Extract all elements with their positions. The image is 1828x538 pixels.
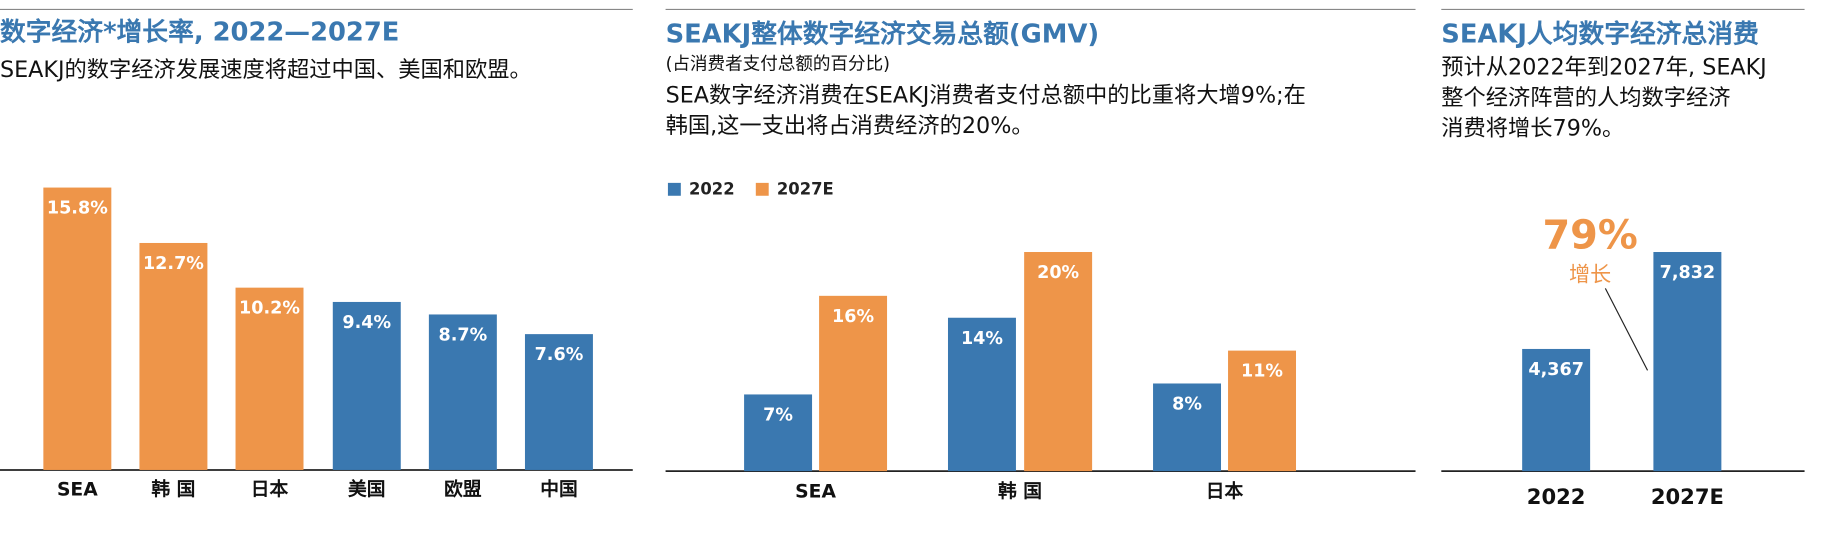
value-label: 7.6% xyxy=(535,345,584,365)
annotation-value: 79% xyxy=(1542,212,1637,258)
bar xyxy=(819,295,888,472)
value-label: 8.7% xyxy=(438,326,487,346)
legend-swatch xyxy=(755,182,769,196)
x-tick-label: SEA xyxy=(795,482,836,503)
bar xyxy=(332,301,401,470)
bar xyxy=(235,287,304,470)
value-label: 8% xyxy=(1172,395,1202,415)
value-label: 10.2% xyxy=(239,299,300,319)
value-label: 20% xyxy=(1037,263,1079,283)
bar xyxy=(1228,350,1297,472)
description: 韩国,这一支出将占消费经济的20%。 xyxy=(666,113,1034,139)
value-label: 16% xyxy=(832,307,874,327)
legend-label: 2027E xyxy=(777,179,834,198)
bar xyxy=(524,334,593,470)
x-tick-label: 欧盟 xyxy=(444,478,482,500)
x-tick-label: 日本 xyxy=(251,478,289,500)
x-tick-label: 韩 国 xyxy=(151,478,195,500)
value-label: 12.7% xyxy=(143,254,204,274)
bar xyxy=(1522,348,1591,472)
bar xyxy=(43,187,112,470)
description: 预计从2022年到2027年, SEAKJ xyxy=(1441,55,1766,81)
description: SEA数字经济消费在SEAKJ消费者支付总额中的比重将大增9%;在 xyxy=(666,83,1306,109)
annotation-text: 增长 xyxy=(1569,261,1611,286)
value-label: 14% xyxy=(961,329,1003,349)
x-tick-label: 美国 xyxy=(348,478,385,500)
chart-title: SEAKJ整体数字经济交易总额(GMV) xyxy=(666,19,1100,50)
x-tick-label: 中国 xyxy=(540,478,577,500)
bar xyxy=(744,394,813,472)
bar xyxy=(139,242,208,470)
legend-swatch xyxy=(667,182,681,196)
value-label: 7% xyxy=(763,406,793,426)
description: 整个经济阵营的人均数字经济 xyxy=(1441,85,1730,111)
bar xyxy=(1653,252,1722,472)
x-tick-label: 韩 国 xyxy=(998,481,1042,503)
x-tick-label: SEA xyxy=(57,479,98,500)
value-label: 7,832 xyxy=(1660,263,1716,283)
value-label: 9.4% xyxy=(342,313,391,333)
annotation-pointer xyxy=(1604,288,1649,371)
legend-label: 2022 xyxy=(689,179,735,198)
description: 消费将增长79%。 xyxy=(1441,115,1624,141)
chart-subtitle: SEAKJ的数字经济发展速度将超过中国、美国和欧盟。 xyxy=(0,57,532,83)
chart-subtitle: (占消费者支付总额的百分比) xyxy=(666,55,890,75)
x-tick-label: 2027E xyxy=(1651,484,1724,509)
bar xyxy=(1153,383,1222,472)
bar xyxy=(428,314,497,470)
x-tick-label: 日本 xyxy=(1206,481,1244,503)
bar xyxy=(947,317,1016,472)
chart-title: SEAKJ人均数字经济总消费 xyxy=(1441,19,1759,50)
value-label: 4,367 xyxy=(1528,360,1584,380)
bar xyxy=(1024,252,1093,472)
value-label: 15.8% xyxy=(47,199,108,219)
x-tick-label: 2022 xyxy=(1527,484,1586,509)
chart-title: 数字经济*增长率, 2022—2027E xyxy=(0,16,399,47)
value-label: 11% xyxy=(1241,362,1283,382)
